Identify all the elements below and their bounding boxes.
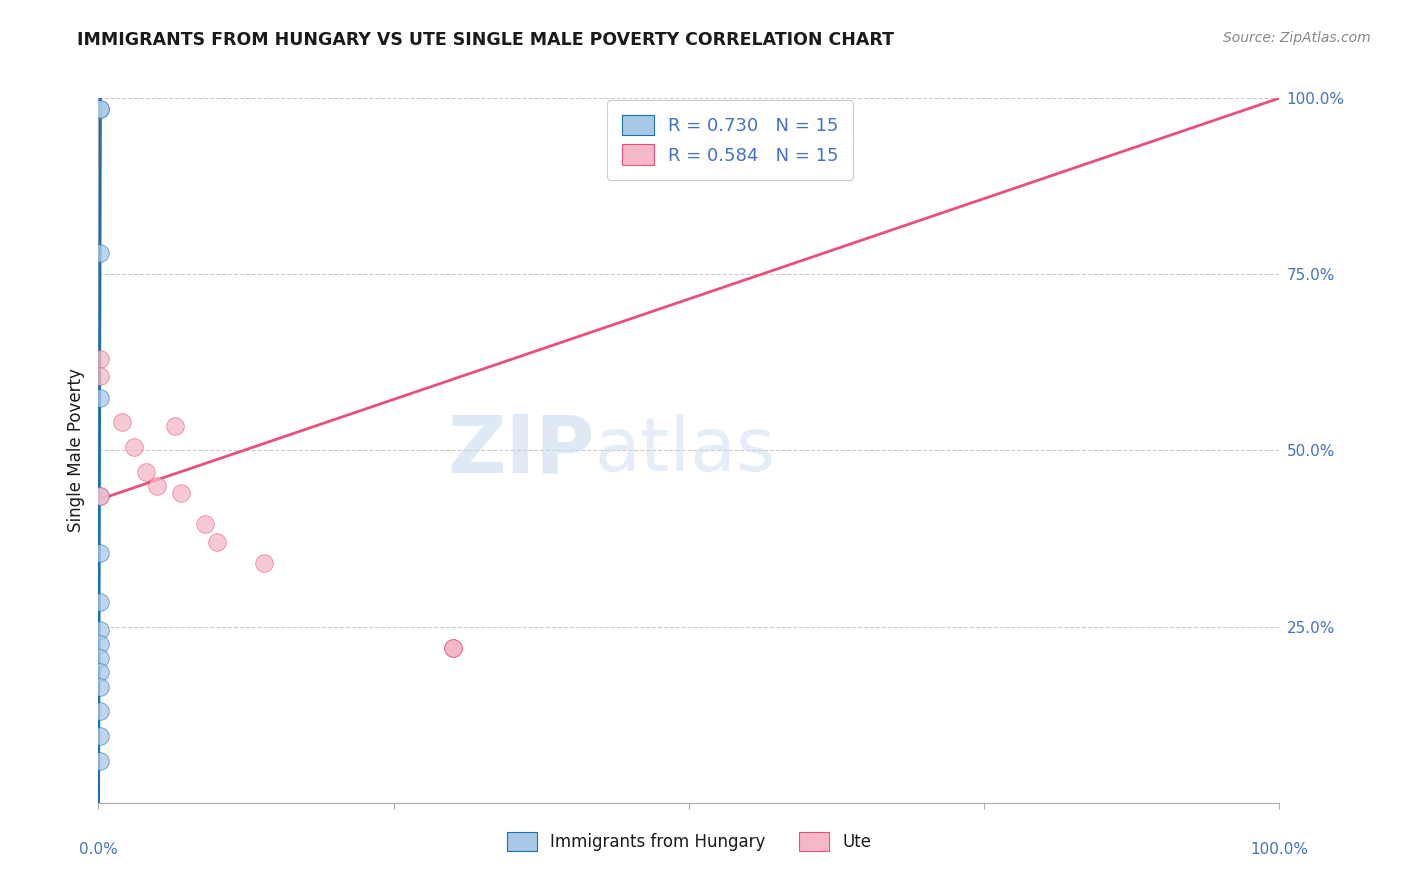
Point xyxy=(146,478,169,492)
Point xyxy=(89,729,111,743)
Point xyxy=(253,556,276,570)
Point xyxy=(89,546,111,560)
Point xyxy=(89,754,111,768)
Point xyxy=(89,651,111,665)
Point xyxy=(89,351,111,366)
Text: ZIP: ZIP xyxy=(447,411,595,490)
Text: 0.0%: 0.0% xyxy=(79,841,118,856)
Text: Source: ZipAtlas.com: Source: ZipAtlas.com xyxy=(1223,31,1371,45)
Y-axis label: Single Male Poverty: Single Male Poverty xyxy=(66,368,84,533)
Point xyxy=(441,640,464,655)
Text: IMMIGRANTS FROM HUNGARY VS UTE SINGLE MALE POVERTY CORRELATION CHART: IMMIGRANTS FROM HUNGARY VS UTE SINGLE MA… xyxy=(77,31,894,49)
Point xyxy=(165,418,187,433)
Point xyxy=(89,369,111,384)
Point xyxy=(89,102,111,116)
Point xyxy=(89,102,111,116)
Point xyxy=(111,415,134,429)
Point xyxy=(170,485,193,500)
Point xyxy=(441,640,464,655)
Point xyxy=(194,517,217,532)
Point xyxy=(205,535,228,549)
Point xyxy=(89,623,111,637)
Point xyxy=(89,680,111,694)
Point xyxy=(441,640,464,655)
Text: atlas: atlas xyxy=(595,414,776,487)
Point xyxy=(135,465,157,479)
Point xyxy=(89,595,111,609)
Point xyxy=(89,489,111,503)
Legend: Immigrants from Hungary, Ute: Immigrants from Hungary, Ute xyxy=(501,825,877,858)
Point xyxy=(122,440,145,454)
Point xyxy=(89,489,111,503)
Text: 100.0%: 100.0% xyxy=(1250,841,1309,856)
Point xyxy=(89,246,111,260)
Point xyxy=(89,391,111,405)
Point xyxy=(89,665,111,680)
Point xyxy=(89,704,111,718)
Point xyxy=(89,637,111,651)
